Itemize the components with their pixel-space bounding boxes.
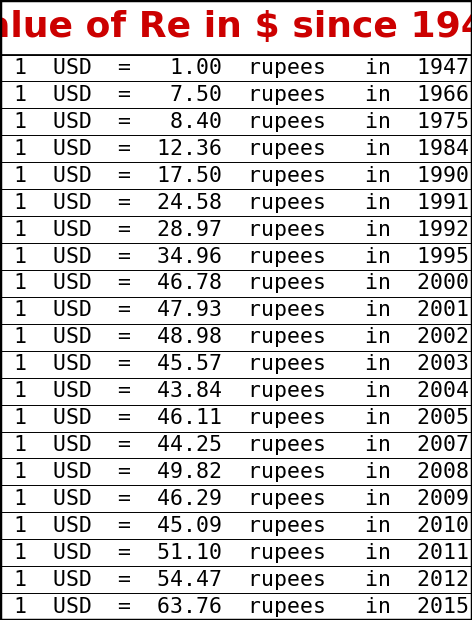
- Bar: [0, 378, 472, 405]
- Bar: [0, 297, 472, 324]
- Bar: [0, 324, 472, 351]
- Bar: [0, 81, 472, 108]
- Text: 1  USD  =  44.25  rupees   in  2007: 1 USD = 44.25 rupees in 2007: [14, 435, 469, 455]
- Bar: [0, 55, 472, 81]
- Text: 1  USD  =  49.82  rupees   in  2008: 1 USD = 49.82 rupees in 2008: [14, 462, 469, 482]
- Bar: [0, 458, 472, 485]
- Text: 1  USD  =  43.84  rupees   in  2004: 1 USD = 43.84 rupees in 2004: [14, 381, 469, 401]
- Bar: [0, 485, 472, 512]
- Text: 1  USD  =  48.98  rupees   in  2002: 1 USD = 48.98 rupees in 2002: [14, 327, 469, 347]
- Text: 1  USD  =  24.58  rupees   in  1991: 1 USD = 24.58 rupees in 1991: [14, 193, 469, 213]
- Text: 1  USD  =  54.47  rupees   in  2012: 1 USD = 54.47 rupees in 2012: [14, 570, 469, 590]
- Bar: [0, 539, 472, 566]
- Text: 1  USD  =  12.36  rupees   in  1984: 1 USD = 12.36 rupees in 1984: [14, 139, 469, 159]
- Text: 1  USD  =  63.76  rupees   in  2015: 1 USD = 63.76 rupees in 2015: [14, 596, 469, 616]
- Text: 1  USD  =   8.40  rupees   in  1975: 1 USD = 8.40 rupees in 1975: [14, 112, 469, 132]
- Bar: [0, 593, 472, 620]
- Text: 1  USD  =  46.78  rupees   in  2000: 1 USD = 46.78 rupees in 2000: [14, 273, 469, 293]
- Text: 1  USD  =   7.50  rupees   in  1966: 1 USD = 7.50 rupees in 1966: [14, 85, 469, 105]
- Text: 1  USD  =  46.11  rupees   in  2005: 1 USD = 46.11 rupees in 2005: [14, 408, 469, 428]
- Bar: [0, 405, 472, 432]
- Text: 1  USD  =  51.10  rupees   in  2011: 1 USD = 51.10 rupees in 2011: [14, 542, 469, 563]
- Text: 1  USD  =  45.09  rupees   in  2010: 1 USD = 45.09 rupees in 2010: [14, 516, 469, 536]
- Bar: [0, 512, 472, 539]
- Text: 1  USD  =  45.57  rupees   in  2003: 1 USD = 45.57 rupees in 2003: [14, 354, 469, 374]
- Text: 1  USD  =  47.93  rupees   in  2001: 1 USD = 47.93 rupees in 2001: [14, 300, 469, 321]
- Text: 1  USD  =  17.50  rupees   in  1990: 1 USD = 17.50 rupees in 1990: [14, 166, 469, 186]
- Text: 1  USD  =  34.96  rupees   in  1995: 1 USD = 34.96 rupees in 1995: [14, 247, 469, 267]
- Bar: [0, 243, 472, 270]
- Bar: [0, 566, 472, 593]
- Bar: [0, 189, 472, 216]
- Bar: [0, 135, 472, 162]
- Bar: [0, 216, 472, 243]
- Bar: [0, 432, 472, 458]
- Bar: [0, 351, 472, 378]
- Text: Value of Re in $ since 1947: Value of Re in $ since 1947: [0, 11, 472, 44]
- Bar: [0, 0, 472, 55]
- Bar: [0, 270, 472, 297]
- Bar: [0, 108, 472, 135]
- Text: 1  USD  =  46.29  rupees   in  2009: 1 USD = 46.29 rupees in 2009: [14, 489, 469, 509]
- Text: 1  USD  =   1.00  rupees   in  1947: 1 USD = 1.00 rupees in 1947: [14, 58, 469, 78]
- Text: 1  USD  =  28.97  rupees   in  1992: 1 USD = 28.97 rupees in 1992: [14, 219, 469, 239]
- Bar: [0, 162, 472, 189]
